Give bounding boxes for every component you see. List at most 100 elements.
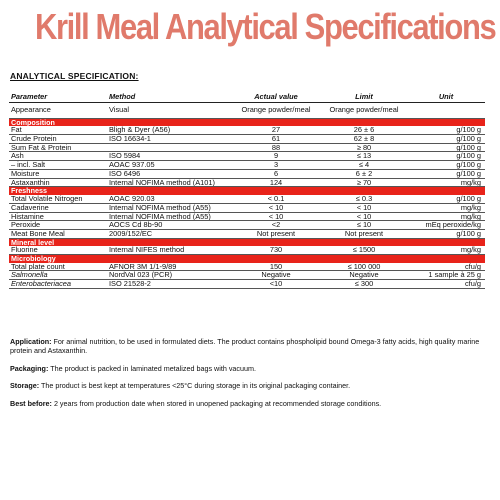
actual-cell: 88 xyxy=(231,143,321,153)
table-row: Total Volatile Nitrogen AOAC 920.03 < 0.… xyxy=(9,194,485,204)
table-row-appearance: Appearance Visual Orange powder/meal Ora… xyxy=(9,102,485,119)
note-label: Packaging: xyxy=(10,363,49,373)
param-cell: Salmonella xyxy=(9,270,107,281)
col-header-unit: Unit xyxy=(407,93,485,103)
method-cell xyxy=(107,143,231,153)
section-title: Freshness xyxy=(9,186,485,195)
unit-cell: g/100 g xyxy=(407,229,485,239)
table-row: Ash ISO 5984 9 ≤ 13 g/100 g xyxy=(9,151,485,162)
unit-cell: g/100 g xyxy=(407,143,485,153)
col-header-actual: Actual value xyxy=(231,93,321,103)
actual-cell: 730 xyxy=(231,246,321,256)
param-cell: Total plate count xyxy=(9,262,107,272)
param-italic: Salmonella xyxy=(11,270,48,280)
actual-cell: Orange powder/meal xyxy=(231,102,321,119)
method-cell: Internal NIFES method xyxy=(107,246,231,256)
param-cell: Sum Fat & Protein xyxy=(9,143,107,153)
param-cell: Appearance xyxy=(9,102,107,119)
note-text: For animal nutrition, to be used in form… xyxy=(10,337,480,355)
note-text: The product is packed in laminated metal… xyxy=(50,363,256,373)
unit-cell: cfu/g xyxy=(407,262,485,272)
table-row: Moisture ISO 6496 6 6 ± 2 g/100 g xyxy=(9,169,485,179)
param-cell: Ash xyxy=(9,151,107,162)
param-cell: – incl. Salt xyxy=(9,160,107,170)
actual-cell: < 10 xyxy=(231,212,321,222)
limit-cell: < 10 xyxy=(321,212,407,222)
unit-cell: mg/kg xyxy=(407,246,485,256)
note-label: Application: xyxy=(10,337,52,346)
specification-table: Parameter Method Actual value Limit Unit… xyxy=(9,93,485,289)
packaging-note: Packaging: The product is packed in lami… xyxy=(10,364,490,373)
method-cell: ISO 5984 xyxy=(107,151,231,162)
method-cell: NordVal 023 (PCR) xyxy=(107,270,231,281)
param-cell: Peroxide xyxy=(9,220,107,231)
actual-cell: 3 xyxy=(231,160,321,170)
table-row: Crude Protein ISO 16634-1 61 62 ± 8 g/10… xyxy=(9,134,485,144)
unit-cell: mg/kg xyxy=(407,178,485,188)
table-row: Fluorine Internal NIFES method 730 ≤ 150… xyxy=(9,246,485,256)
limit-cell: 6 ± 2 xyxy=(321,169,407,179)
unit-cell: g/100 g xyxy=(407,160,485,170)
unit-cell: 1 sample à 25 g xyxy=(407,270,485,281)
table-row: Enterobacteriacea ISO 21528-2 <10 ≤ 300 … xyxy=(9,279,485,289)
method-cell: ISO 6496 xyxy=(107,169,231,179)
method-cell: AOCS Cd 8b-90 xyxy=(107,220,231,231)
note-label: Best before: xyxy=(10,398,52,408)
param-italic: Enterobacteriacea xyxy=(11,279,71,289)
actual-cell: Negative xyxy=(231,270,321,281)
limit-cell: Not present xyxy=(321,229,407,239)
section-header-freshness: Freshness xyxy=(9,186,485,195)
table-row: Astaxanthin Internal NOFIMA method (A101… xyxy=(9,178,485,188)
actual-cell: 9 xyxy=(231,151,321,162)
unit-cell: g/100 g xyxy=(407,126,485,135)
table-row: Peroxide AOCS Cd 8b-90 <2 ≤ 10 mEq perox… xyxy=(9,220,485,231)
limit-cell: ≤ 4 xyxy=(321,160,407,170)
limit-cell: 26 ± 6 xyxy=(321,126,407,135)
limit-cell: ≤ 0.3 xyxy=(321,194,407,204)
table-row: Fat Bligh & Dyer (A56) 27 26 ± 6 g/100 g xyxy=(9,126,485,135)
col-header-parameter: Parameter xyxy=(9,93,107,103)
method-cell: Internal NOFIMA method (A55) xyxy=(107,212,231,222)
param-cell: Cadaverine xyxy=(9,203,107,213)
param-cell: Fluorine xyxy=(9,246,107,256)
actual-cell: 6 xyxy=(231,169,321,179)
method-cell: Bligh & Dyer (A56) xyxy=(107,126,231,135)
param-cell: Histamine xyxy=(9,212,107,222)
storage-note: Storage: The product is best kept at tem… xyxy=(10,381,490,390)
unit-cell: mEq peroxide/kg xyxy=(407,220,485,231)
unit-cell: mg/kg xyxy=(407,212,485,222)
note-label: Storage: xyxy=(10,381,40,390)
actual-cell: <10 xyxy=(231,279,321,289)
method-cell: ISO 21528-2 xyxy=(107,279,231,289)
limit-cell: ≤ 300 xyxy=(321,279,407,289)
unit-cell: mg/kg xyxy=(407,203,485,213)
table-row: Meat Bone Meal 2009/152/EC Not present N… xyxy=(9,229,485,239)
method-cell: AOAC 937.05 xyxy=(107,160,231,170)
limit-cell: 62 ± 8 xyxy=(321,134,407,144)
unit-cell: g/100 g xyxy=(407,194,485,204)
table-row: Salmonella NordVal 023 (PCR) Negative Ne… xyxy=(9,270,485,281)
method-cell: Internal NOFIMA method (A101) xyxy=(107,178,231,188)
table-row: Histamine Internal NOFIMA method (A55) <… xyxy=(9,212,485,222)
actual-cell: < 10 xyxy=(231,203,321,213)
note-text: 2 years from production date when stored… xyxy=(53,398,382,408)
best-before-note: Best before: 2 years from production dat… xyxy=(10,399,490,408)
col-header-limit: Limit xyxy=(321,93,407,103)
limit-cell: ≤ 1500 xyxy=(321,246,407,256)
param-cell: Moisture xyxy=(9,169,107,179)
section-title: Mineral level xyxy=(9,238,485,247)
unit-cell: cfu/g xyxy=(407,279,485,289)
limit-cell: Negative xyxy=(321,270,407,281)
section-title: Microbiology xyxy=(9,254,485,263)
table-row: Sum Fat & Protein 88 ≥ 80 g/100 g xyxy=(9,143,485,153)
method-cell: Internal NOFIMA method (A55) xyxy=(107,203,231,213)
notes-section: Application: For animal nutrition, to be… xyxy=(10,337,490,416)
table-row: Cadaverine Internal NOFIMA method (A55) … xyxy=(9,203,485,213)
method-cell: Visual xyxy=(107,102,231,119)
limit-cell: ≤ 13 xyxy=(321,151,407,162)
method-cell: ISO 16634-1 xyxy=(107,134,231,144)
limit-cell: ≥ 80 xyxy=(321,143,407,153)
limit-cell: ≤ 100 000 xyxy=(321,262,407,272)
note-text: The product is best kept at temperatures… xyxy=(41,381,351,390)
param-cell: Fat xyxy=(9,126,107,135)
